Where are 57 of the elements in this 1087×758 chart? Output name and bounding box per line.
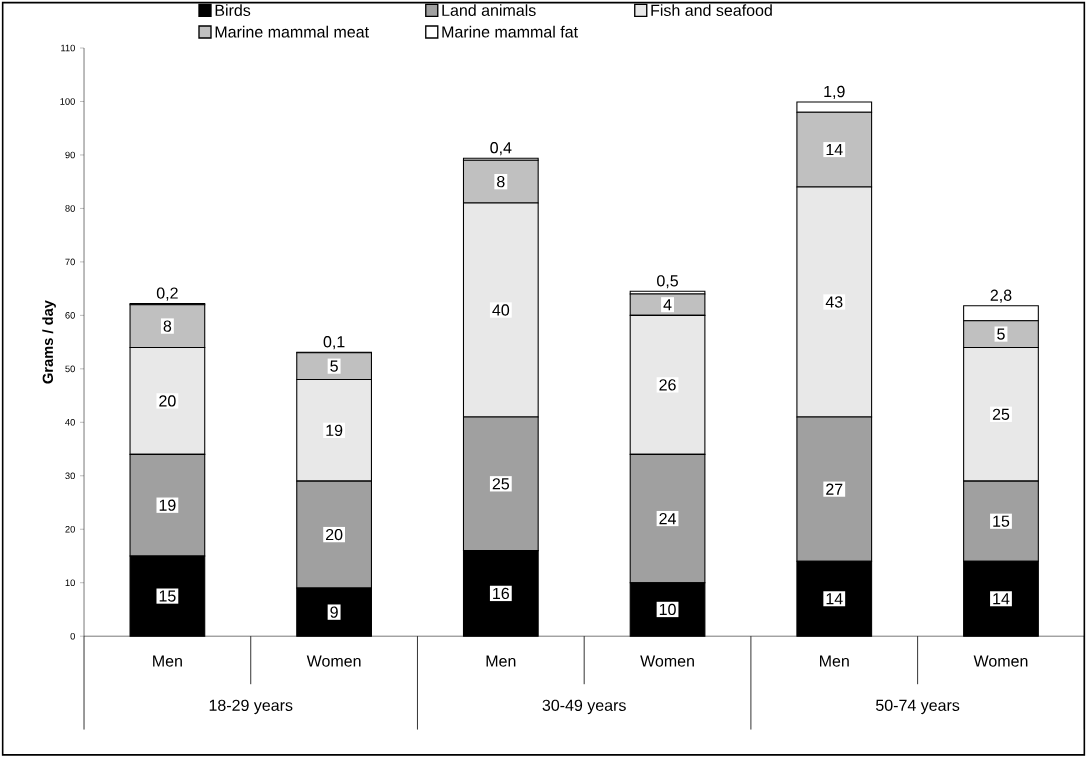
data-label: 8 [163,320,172,332]
data-label: 14 [826,593,843,605]
data-label: 20 [159,395,176,407]
y-tick-label: 80 [65,205,75,212]
y-tick-label: 50 [65,365,75,373]
data-label: 8 [497,176,505,188]
data-label: 14 [826,144,843,156]
x-tick-label: Men [820,655,849,667]
y-axis-title: Grams / day [42,300,56,384]
data-label: 25 [492,478,510,490]
data-label: 0,2 [156,287,178,301]
data-label: 25 [992,408,1010,421]
data-label: 9 [330,606,338,618]
y-tick-label: 20 [65,526,75,533]
x-tick-label: Men [153,655,182,667]
data-label: 16 [493,587,510,600]
data-label: 24 [659,513,676,525]
legend-label: Fish and seafood [651,4,772,17]
y-tick-label: 40 [65,419,75,426]
data-label: 0,4 [490,142,512,156]
data-label: 2,8 [990,289,1012,304]
y-tick-label: 60 [65,312,75,319]
data-label: 0,1 [323,336,345,350]
y-tick-label: 30 [65,472,75,480]
data-label: 20 [326,529,343,541]
data-label: 10 [659,604,676,616]
legend-label: Land animals [442,4,536,17]
y-tick-label: 70 [65,258,75,266]
x-tick-label: Women [973,655,1028,667]
legend-label: Birds [215,4,251,17]
data-label: 15 [993,515,1010,528]
x-tick-label: Women [306,655,361,667]
y-tick-label: 90 [65,151,75,159]
data-label: 19 [159,499,176,512]
y-tick-label: 0 [70,633,75,640]
data-label: 40 [492,304,510,316]
x-tick-label: Women [640,655,694,667]
data-label: 43 [825,296,843,308]
data-label: 27 [826,483,843,495]
legend-label: Marine mammal fat [442,26,578,38]
y-tick-label: 110 [61,44,75,52]
text: 30-49 years [542,699,626,715]
x-tick-label: Men [486,655,516,667]
text: 50-74 years [876,699,960,715]
text: 18-29 years [209,699,293,715]
data-label: 14 [993,593,1010,605]
data-label: 19 [326,424,343,437]
data-label: 1,9 [824,86,845,100]
y-tick-label: 100 [60,98,75,105]
y-tick-label: 10 [65,579,75,587]
data-label: 5 [330,360,338,372]
data-label: 4 [663,299,672,311]
data-label: 26 [659,379,676,391]
data-label: 5 [997,328,1005,340]
legend-label: Marine mammal meat [215,26,369,38]
data-label: 0,5 [657,275,678,289]
data-label: 15 [159,590,176,602]
